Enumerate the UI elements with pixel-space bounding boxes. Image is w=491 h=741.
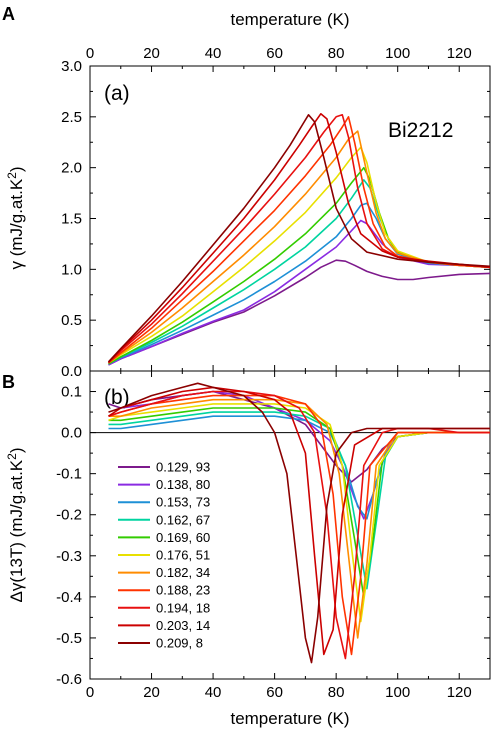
panel-b-xtick-label-3: 60 — [266, 684, 283, 701]
panel-b-ytick-label-0: -0.6 — [56, 671, 82, 688]
panel-a-ytick-label-4: 2.0 — [61, 160, 82, 177]
panel-a-series-1 — [108, 219, 490, 366]
legend-label-3: 0.162, 67 — [156, 512, 210, 527]
legend-label-6: 0.182, 34 — [156, 565, 210, 580]
panel-a-series-0 — [108, 259, 490, 366]
legend: 0.129, 93 0.138, 80 0.153, 73 0.162, 67 0.16… — [118, 460, 210, 651]
panel-b: 0 20 40 60 80 100 120 -0.6 -0.5 -0.4 -0.3 -0.2 -0.1 0… — [5, 370, 491, 728]
panel-b-ytick-label-2: -0.4 — [56, 589, 82, 606]
legend-label-0: 0.129, 93 — [156, 460, 210, 475]
panel-a-series — [107, 113, 490, 366]
panel-a-series-7 — [107, 116, 490, 364]
panel-a-ytick-label-1: 0.5 — [61, 312, 82, 329]
panel-a-series-3 — [108, 179, 490, 365]
panel-b-series-5 — [108, 403, 490, 623]
panel-a-series-6 — [108, 130, 490, 364]
panel-b-xlabel: temperature (K) — [230, 709, 349, 728]
panel-b-ytick-label-7: 0.1 — [61, 384, 82, 401]
panel-b-xtick-label-6: 120 — [447, 684, 472, 701]
legend-label-7: 0.188, 23 — [156, 583, 210, 598]
panel-a-ticks: 0 20 40 60 80 100 120 0.0 0.5 1.0 1.5 2.0 2.5 3.0 — [61, 45, 490, 380]
panel-a-xtick-label-0: 0 — [86, 45, 94, 62]
panel-b-series-7 — [108, 394, 490, 656]
legend-label-9: 0.203, 14 — [156, 618, 210, 633]
panel-a-xtick-label-5: 100 — [385, 45, 410, 62]
panel-a-ytick-label-3: 1.5 — [61, 211, 82, 228]
panel-b-ylabel: Δγ(13T) (mJ/g.at.K2) — [5, 447, 26, 602]
panel-a-series-10 — [107, 114, 490, 363]
panel-b-xtick-label-1: 20 — [143, 684, 160, 701]
panel-letter-b: B — [2, 372, 15, 392]
legend-label-1: 0.138, 80 — [156, 477, 210, 492]
panel-a-xtick-label-4: 80 — [328, 45, 345, 62]
panel-b-ticks: 0 20 40 60 80 100 120 -0.6 -0.5 -0.4 -0.3 -0.2 -0.1 0… — [56, 371, 490, 701]
panel-a-xtick-label-6: 120 — [447, 45, 472, 62]
panel-b-series — [108, 382, 490, 664]
panel-a-ytick-label-6: 3.0 — [61, 58, 82, 75]
legend-label-5: 0.176, 51 — [156, 548, 210, 563]
panel-b-xtick-label-0: 0 — [86, 684, 94, 701]
panel-b-xtick-label-5: 100 — [385, 684, 410, 701]
panel-a-series-2 — [108, 202, 490, 365]
legend-label-8: 0.194, 18 — [156, 600, 210, 615]
panel-a-xtick-label-2: 40 — [205, 45, 222, 62]
panel-b-ytick-label-6: 0.0 — [61, 425, 82, 442]
panel-a-xlabel: temperature (K) — [230, 10, 349, 29]
panel-b-xtick-label-2: 40 — [205, 684, 222, 701]
sample-annotation: Bi2212 — [388, 119, 453, 142]
legend-label-2: 0.153, 73 — [156, 495, 210, 510]
panel-a-ytick-label-0: 0.0 — [61, 363, 82, 380]
panel-a-series-5 — [108, 146, 490, 364]
legend-label-10: 0.209, 8 — [156, 636, 203, 651]
panel-b-ytick-label-4: -0.2 — [56, 507, 82, 524]
panel-a-ylabel: γ (mJ/g.at.K2) — [5, 166, 26, 269]
panel-a-xtick-label-1: 20 — [143, 45, 160, 62]
panel-b-ytick-label-5: -0.1 — [56, 466, 82, 483]
panel-b-label: (b) — [104, 386, 130, 409]
panel-a-ytick-label-5: 2.5 — [61, 109, 82, 126]
panel-letter-a: A — [2, 4, 15, 24]
panel-a-label: (a) — [104, 82, 130, 105]
panel-a: 0 20 40 60 80 100 120 0.0 0.5 1.0 1.5 2.0 2.5 3.0 tem… — [5, 10, 491, 380]
panel-b-ytick-label-3: -0.3 — [56, 548, 82, 565]
legend-label-4: 0.169, 60 — [156, 530, 210, 545]
panel-b-series-10 — [108, 382, 490, 664]
panel-b-xtick-label-4: 80 — [328, 684, 345, 701]
panel-a-xtick-label-3: 60 — [266, 45, 283, 62]
panel-b-ytick-label-1: -0.5 — [56, 630, 82, 647]
panel-a-ytick-label-2: 1.0 — [61, 261, 82, 278]
panel-a-series-9 — [107, 113, 490, 363]
panel-b-frame — [89, 370, 491, 680]
